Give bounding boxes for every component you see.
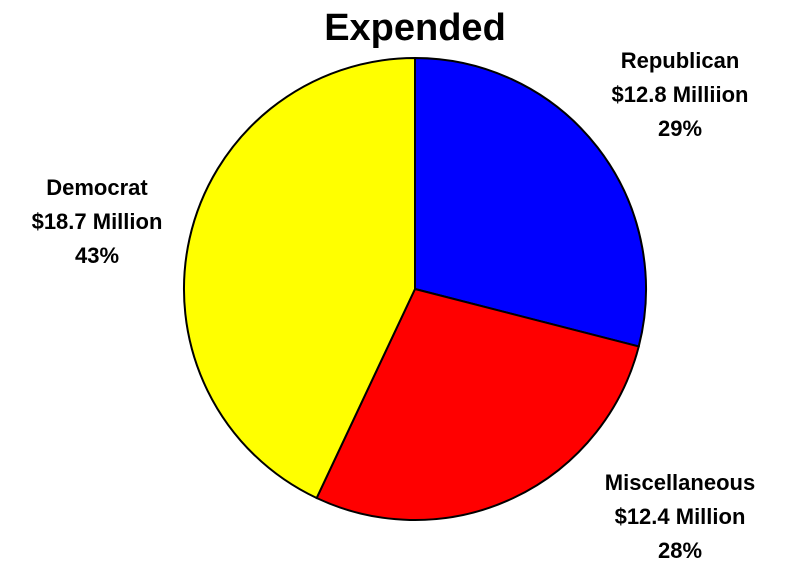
slice-percent: 43% xyxy=(75,243,119,268)
pie-slices xyxy=(182,56,647,521)
slice-percent: 28% xyxy=(658,538,702,563)
slice-amount: $12.8 Milliion xyxy=(612,82,749,107)
slice-label-miscellaneous: Miscellaneous $12.4 Million 28% xyxy=(605,470,755,563)
slice-label-democrat: Democrat $18.7 Million 43% xyxy=(32,175,163,268)
pie-slice-miscellaneous xyxy=(315,287,640,521)
pie-slice-republican xyxy=(414,56,647,348)
slice-name: Miscellaneous xyxy=(605,470,755,495)
slice-name: Republican xyxy=(621,48,740,73)
pie-slice-democrat xyxy=(182,56,416,500)
slice-amount: $18.7 Million xyxy=(32,209,163,234)
chart-title: Expended xyxy=(324,7,506,49)
slice-amount: $12.4 Million xyxy=(615,504,746,529)
slice-percent: 29% xyxy=(658,116,702,141)
slice-label-republican: Republican $12.8 Milliion 29% xyxy=(612,48,749,141)
slice-name: Democrat xyxy=(46,175,148,200)
slice-labels: Republican $12.8 Milliion 29% Miscellaneous… xyxy=(32,48,756,563)
